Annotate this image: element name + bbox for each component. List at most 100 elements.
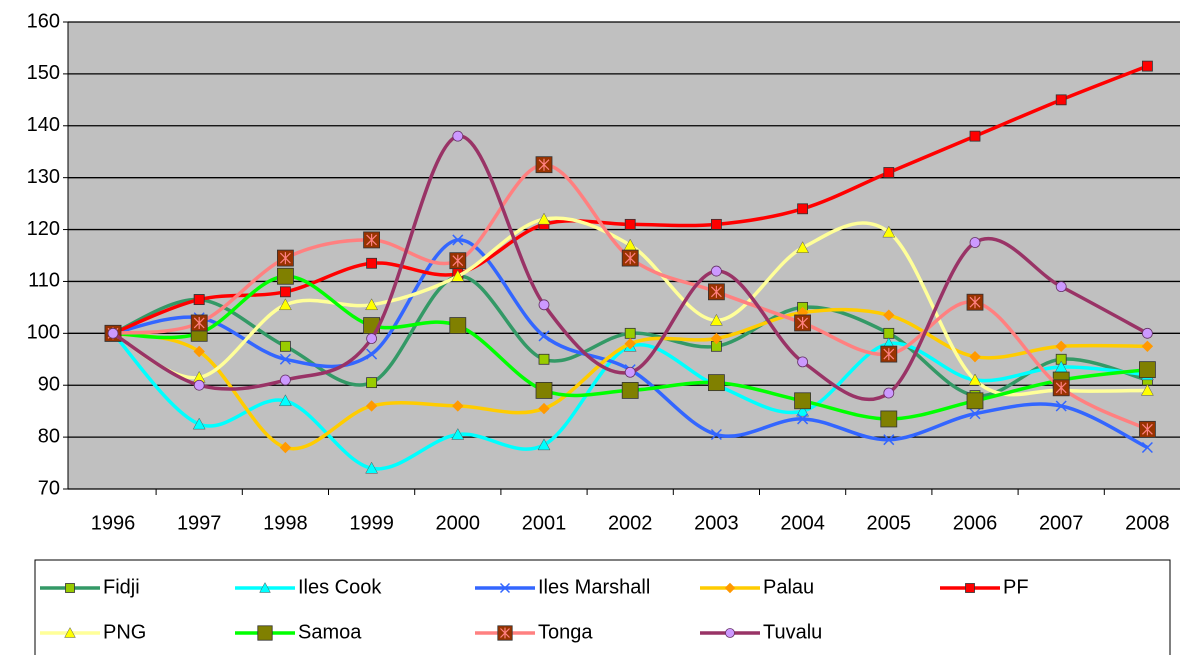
marker-star [500,627,510,639]
x-tick-label: 2003 [694,512,739,534]
marker [711,265,722,277]
marker [499,582,511,594]
marker-star [710,285,722,298]
marker [1140,383,1154,396]
marker-star [883,348,895,361]
x-tick-label: 1998 [263,512,308,534]
x-tick-label: 1999 [349,512,394,534]
marker [366,257,378,269]
marker [538,402,550,415]
marker [724,582,736,594]
x-tick-label: 2008 [1125,512,1170,534]
marker [452,400,464,412]
marker [64,627,76,638]
marker [624,366,636,378]
marker [621,382,639,399]
marker [797,356,808,368]
x-tick-label: 2001 [522,512,567,534]
marker [278,394,292,407]
marker [883,434,895,446]
marker [279,374,291,386]
marker [279,441,292,454]
x-tick-label: 2000 [436,512,481,534]
marker [965,583,975,593]
y-tick-label: 130 [27,166,60,188]
marker [966,392,984,410]
marker [1142,327,1153,339]
marker [451,427,465,440]
marker [969,130,981,142]
marker [452,130,464,142]
marker [1055,281,1067,293]
marker [624,327,636,339]
marker [65,583,75,593]
marker [535,382,553,399]
marker [882,225,896,238]
marker [365,461,379,474]
marker-star [538,158,550,171]
marker [883,387,895,399]
marker [725,628,735,638]
marker [365,400,378,412]
marker [451,269,465,282]
marker [1055,94,1067,106]
marker [278,298,292,311]
marker [969,350,981,363]
legend-label: Palau [763,576,814,598]
marker [883,309,895,321]
marker [796,241,810,253]
marker-star [969,296,981,309]
legend-label: Iles Marshall [538,576,650,598]
legend-label: Tonga [538,621,593,643]
legend-label: Samoa [298,621,362,643]
x-tick-label: 2007 [1039,512,1084,534]
marker [883,167,895,178]
x-tick-label: 2002 [608,512,653,534]
marker [1141,340,1154,353]
marker [193,345,205,358]
marker [366,333,378,344]
marker-star [193,316,205,329]
marker-star [797,316,809,329]
marker [969,237,981,248]
marker-star [624,252,636,265]
marker [968,373,982,386]
x-tick-label: 1996 [91,512,136,534]
marker [624,218,636,230]
marker [107,327,119,339]
marker [193,379,205,391]
legend-label: PNG [103,621,146,643]
marker-star [1055,381,1067,394]
marker [1141,441,1153,454]
marker [449,317,467,334]
marker [279,353,291,365]
legend-box [34,559,1171,655]
marker [624,338,636,350]
marker [711,218,722,230]
marker [279,286,291,298]
y-tick-label: 90 [38,374,60,396]
marker [365,298,379,311]
y-tick-label: 160 [27,10,60,32]
y-tick-label: 70 [38,477,60,499]
legend-label: Fidji [103,576,140,598]
marker [537,438,551,451]
marker [708,374,725,392]
x-tick-label: 1997 [177,512,222,534]
legend-label: PF [1003,576,1029,598]
marker [969,408,981,420]
marker [1055,340,1067,353]
marker [797,413,809,425]
marker-star [279,252,291,265]
marker-star [452,254,464,267]
marker [1055,400,1067,412]
y-tick-label: 80 [38,425,60,447]
x-tick-label: 2005 [867,512,912,534]
marker [259,582,271,593]
marker [366,377,378,389]
marker [366,348,378,360]
y-tick-label: 120 [27,218,60,240]
marker [1142,60,1153,72]
legend-label: Tuvalu [763,621,822,643]
